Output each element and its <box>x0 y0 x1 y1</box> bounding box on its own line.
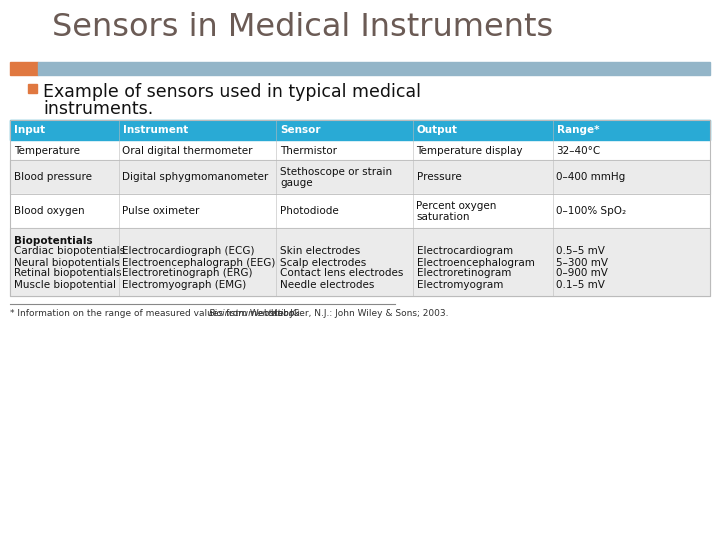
Text: Skin electrodes: Skin electrodes <box>280 246 360 256</box>
Text: Pressure: Pressure <box>416 172 462 183</box>
Text: 0.5–5 mV: 0.5–5 mV <box>557 246 606 256</box>
Text: Electroencephalograph (EEG): Electroencephalograph (EEG) <box>122 258 276 267</box>
Bar <box>10 194 710 228</box>
Text: Neural biopotentials: Neural biopotentials <box>14 258 120 267</box>
Bar <box>10 62 38 75</box>
Text: Output: Output <box>416 125 457 135</box>
Text: Cardiac biopotentials: Cardiac biopotentials <box>14 246 125 256</box>
Text: Stethoscope or strain: Stethoscope or strain <box>280 167 392 177</box>
Bar <box>10 228 710 296</box>
Text: 0–900 mV: 0–900 mV <box>557 268 608 279</box>
Text: Biopotentials: Biopotentials <box>14 235 93 246</box>
Text: Sensor: Sensor <box>280 125 320 135</box>
Text: Electromyograph (EMG): Electromyograph (EMG) <box>122 280 247 289</box>
Text: Pulse oximeter: Pulse oximeter <box>122 206 200 217</box>
Text: Thermistor: Thermistor <box>280 145 337 156</box>
Text: 32–40°C: 32–40°C <box>557 145 600 156</box>
Text: instruments.: instruments. <box>43 100 153 118</box>
Text: Retinal biopotentials: Retinal biopotentials <box>14 268 122 279</box>
Text: 0–100% SpO₂: 0–100% SpO₂ <box>557 206 626 217</box>
Text: Example of sensors used in typical medical: Example of sensors used in typical medic… <box>43 83 421 101</box>
Text: Muscle biopotential: Muscle biopotential <box>14 280 116 289</box>
Text: Scalp electrodes: Scalp electrodes <box>280 258 366 267</box>
Bar <box>10 120 710 296</box>
Text: * Information on the range of measured values from Webster JG.: * Information on the range of measured v… <box>10 309 305 318</box>
Text: 5–300 mV: 5–300 mV <box>557 258 608 267</box>
Text: Oral digital thermometer: Oral digital thermometer <box>122 145 253 156</box>
Text: Percent oxygen: Percent oxygen <box>416 201 497 211</box>
Bar <box>10 120 710 140</box>
Text: Needle electrodes: Needle electrodes <box>280 280 374 289</box>
Bar <box>10 140 710 160</box>
Text: Electrocardiograph (ECG): Electrocardiograph (ECG) <box>122 246 255 256</box>
Text: Digital sphygmomanometer: Digital sphygmomanometer <box>122 172 269 183</box>
Text: Electroretinogram: Electroretinogram <box>416 268 511 279</box>
Text: Electroretinograph (ERG): Electroretinograph (ERG) <box>122 268 253 279</box>
Text: Temperature display: Temperature display <box>416 145 523 156</box>
Text: Range*: Range* <box>557 125 599 135</box>
Text: Contact lens electrodes: Contact lens electrodes <box>280 268 403 279</box>
Text: Sensors in Medical Instruments: Sensors in Medical Instruments <box>52 12 553 43</box>
Text: Electromyogram: Electromyogram <box>416 280 503 289</box>
Bar <box>38 62 710 75</box>
Bar <box>28 84 37 93</box>
Text: Input: Input <box>14 125 45 135</box>
Text: saturation: saturation <box>416 212 470 222</box>
Text: Electrocardiogram: Electrocardiogram <box>416 246 513 256</box>
Text: Hoboker, N.J.: John Wiley & Sons; 2003.: Hoboker, N.J.: John Wiley & Sons; 2003. <box>269 309 449 318</box>
Text: Blood oxygen: Blood oxygen <box>14 206 85 217</box>
Text: Photodiode: Photodiode <box>280 206 338 217</box>
Text: 0.1–5 mV: 0.1–5 mV <box>557 280 606 289</box>
Text: Electroencephalogram: Electroencephalogram <box>416 258 534 267</box>
Text: 0–400 mmHg: 0–400 mmHg <box>557 172 626 183</box>
Text: Temperature: Temperature <box>14 145 80 156</box>
Text: Instrument: Instrument <box>122 125 188 135</box>
Text: Bioinstrumentation.: Bioinstrumentation. <box>209 309 297 318</box>
Text: Blood pressure: Blood pressure <box>14 172 92 183</box>
Bar <box>10 160 710 194</box>
Text: gauge: gauge <box>280 178 312 188</box>
